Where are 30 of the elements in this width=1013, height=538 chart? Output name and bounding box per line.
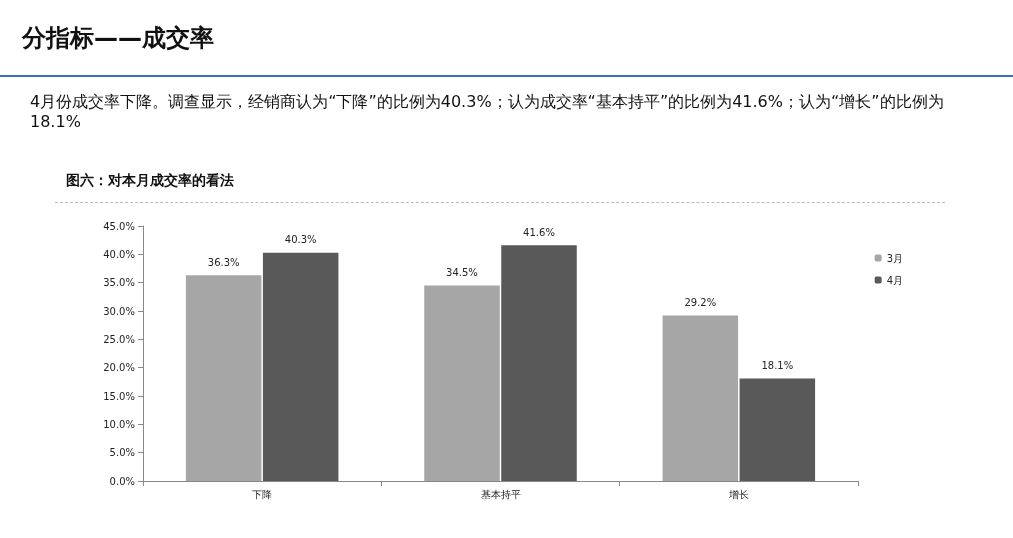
bar [185, 275, 262, 481]
chart-title: 分指标——成交率 [22, 23, 214, 54]
chart-subtitle: 4月份成交率下降。调查显示，经销商认为“下降”的比例为40.3%；认为成交率“基本持平”的比例为41.6%；认为“增长”的比例为18.1% [30, 92, 945, 132]
y-tick-label: 15.0% [103, 390, 135, 402]
bar [739, 378, 816, 481]
data-label: 41.6% [523, 226, 555, 238]
legend-label: 4月 [886, 274, 904, 286]
y-tick-label: 30.0% [103, 305, 135, 317]
y-tick-label: 5.0% [109, 447, 135, 459]
x-tick-label: 基本持平 [480, 488, 521, 500]
y-tick-label: 20.0% [103, 362, 135, 374]
x-tick-label: 增长 [727, 488, 749, 500]
y-tick-label: 45.0% [103, 220, 135, 232]
bar [262, 252, 339, 481]
y-tick-label: 10.0% [103, 418, 135, 430]
data-label: 34.5% [446, 267, 478, 278]
data-label: 18.1% [761, 359, 794, 371]
data-label: 29.2% [684, 297, 717, 309]
data-label: 36.3% [207, 256, 240, 268]
data-label: 40.3% [284, 234, 317, 246]
x-tick-label: 下降 [252, 488, 273, 500]
y-tick-label: 0.0% [109, 475, 135, 487]
bar [501, 245, 577, 481]
y-tick-label: 35.0% [103, 277, 135, 289]
text: 图六：对本月成交率的看法 [66, 172, 234, 190]
y-tick-label: 25.0% [103, 333, 135, 345]
bar [424, 285, 500, 481]
legend-label: 3月 [886, 252, 904, 264]
bar [662, 315, 739, 481]
y-tick-label: 40.0% [103, 248, 135, 260]
